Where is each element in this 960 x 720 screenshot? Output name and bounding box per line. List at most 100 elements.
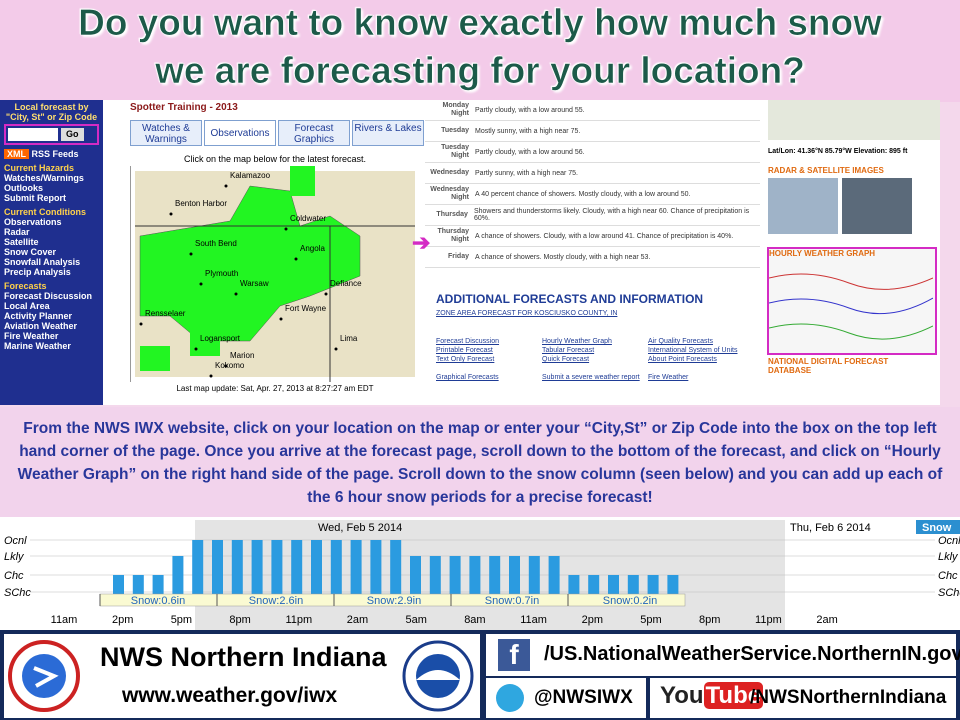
city-label: Marion [230, 351, 254, 360]
map-instruction: Click on the map below for the latest fo… [183, 154, 367, 164]
time-label: 11am [51, 614, 78, 626]
forecast-row: Wednesday Partly sunny, with a high near … [425, 163, 760, 184]
nav-link[interactable]: Snowfall Analysis [4, 257, 81, 267]
city-label: Lima [340, 334, 358, 343]
time-label: 5pm [640, 614, 661, 626]
bar [113, 575, 124, 595]
hourly-thumb [768, 273, 934, 340]
radar-image[interactable] [768, 178, 838, 234]
tab[interactable]: Forecast Graphics [278, 120, 350, 146]
bar [370, 540, 382, 595]
city-dot [334, 347, 338, 351]
period-text: Showers and thunderstorms likely. Cloudy… [473, 208, 750, 222]
period-name: Thursday Night [437, 228, 469, 243]
shape [22, 654, 66, 698]
shape [190, 316, 220, 356]
forecast-link[interactable]: International System of Units [648, 347, 738, 354]
noaa-logo [402, 640, 474, 712]
bar [152, 575, 164, 595]
hourly-graph-box[interactable]: HOURLY WEATHER GRAPH [767, 247, 937, 355]
nav-link[interactable]: Activity Planner [4, 311, 73, 321]
youtube-panel: YouTube /NWSNorthernIndiana [650, 678, 956, 718]
city-dot [279, 317, 283, 321]
nav-link[interactable]: Submit Report [4, 193, 66, 203]
nws-logo [8, 640, 80, 712]
time-label: 2pm [112, 614, 133, 626]
nav-link[interactable]: Watches/Warnings [4, 173, 84, 183]
go-button[interactable]: Go [61, 128, 84, 141]
time-label: 11am [520, 614, 547, 626]
nav-link[interactable]: Radar [4, 227, 30, 237]
shape [768, 297, 934, 315]
nav-heading: Current Hazards [4, 163, 75, 173]
forecast-link[interactable]: About Point Forecasts [648, 356, 717, 363]
lookup-box: Go [4, 124, 99, 145]
bar [212, 540, 223, 595]
forecast-link[interactable]: Text Only Forecast [436, 356, 495, 363]
forecast-row: Friday A chance of showers. Mostly cloudy… [425, 247, 760, 268]
forecast-link[interactable]: Printable Forecast [436, 347, 493, 354]
youtube-link[interactable]: /NWSNorthernIndiana [750, 687, 947, 708]
facebook-icon: f [498, 639, 530, 671]
nav-link[interactable]: Precip Analysis [4, 267, 71, 277]
nav-link[interactable]: Forecast Discussion [4, 291, 93, 301]
forecast-link[interactable]: Quick Forecast [542, 356, 590, 363]
county-map[interactable]: Kalamazoo Benton Harbor Coldwater South Ben… [130, 166, 420, 382]
bar [410, 556, 421, 595]
nav-link[interactable]: Fire Weather [4, 331, 59, 341]
shape: Kalamazoo Benton Harbor Coldwater South Ben… [139, 171, 362, 378]
level-label: Chc [938, 570, 958, 582]
city-label: Coldwater [290, 214, 326, 223]
shape [768, 273, 934, 290]
bar [291, 540, 303, 595]
nav-heading: Forecasts [4, 281, 47, 291]
section-label: Spotter Training - 2013 [130, 102, 238, 113]
forecast-link[interactable]: Graphical Forecasts [436, 374, 499, 381]
forecast-link[interactable]: Air Quality Forecasts [648, 338, 713, 345]
twitter-link[interactable]: @NWSIWX [534, 687, 633, 708]
period-name: Thursday [436, 211, 468, 218]
map-update: Last map update: Sat, Apr. 27, 2013 at 8… [176, 384, 374, 393]
search-input[interactable] [8, 128, 58, 141]
forecast-link[interactable]: Forecast Discussion [436, 338, 500, 345]
shape [130, 166, 415, 382]
tab[interactable]: Watches & Warnings [130, 120, 202, 146]
city-dot [224, 364, 228, 368]
rss-link[interactable]: RSS Feeds [31, 149, 79, 159]
nav-link[interactable]: Aviation Weather [4, 321, 78, 331]
tab[interactable]: Observations [204, 120, 276, 146]
tab[interactable]: Rivers & Lakes [352, 120, 424, 146]
forecast-link[interactable]: Hourly Weather Graph [542, 338, 612, 345]
city-label: Warsaw [240, 279, 269, 288]
forecast-link[interactable]: Tabular Forecast [542, 347, 595, 354]
nav-link[interactable]: Marine Weather [4, 341, 71, 351]
snow-total: Snow:2.9in [367, 595, 421, 607]
title-line: we are forecasting for your location? [155, 50, 805, 92]
facebook-link[interactable]: /US.NationalWeatherService.NorthernIN.go… [544, 643, 960, 665]
nav-link[interactable]: Satellite [4, 237, 39, 247]
nav-link[interactable]: Observations [4, 217, 62, 227]
twitter-icon [496, 684, 524, 712]
time-label: 5pm [171, 614, 192, 626]
satellite-image[interactable] [842, 178, 912, 234]
bar [449, 556, 461, 595]
zone-link[interactable]: ZONE AREA FORECAST FOR KOSCIUSKO COUNTY,… [436, 310, 618, 317]
nav-link[interactable]: Local Area [4, 301, 50, 311]
city-label: Fort Wayne [285, 304, 327, 313]
nav-link[interactable]: Snow Cover [4, 247, 57, 257]
city-dot [234, 292, 238, 296]
bar [528, 556, 540, 595]
city-label: Benton Harbor [175, 199, 227, 208]
city-dot [139, 322, 143, 326]
forecast-link[interactable]: Submit a severe weather report [542, 374, 640, 381]
time-label: 2am [816, 614, 837, 626]
legend-label: Snow [922, 522, 952, 534]
office-url[interactable]: www.weather.gov/iwx [122, 684, 338, 707]
nav-link[interactable]: Outlooks [4, 183, 44, 193]
bar [667, 575, 679, 595]
bar [568, 575, 580, 595]
level-label: SChc [938, 587, 960, 599]
forecast-link[interactable]: Fire Weather [648, 374, 689, 381]
bar [469, 556, 481, 595]
